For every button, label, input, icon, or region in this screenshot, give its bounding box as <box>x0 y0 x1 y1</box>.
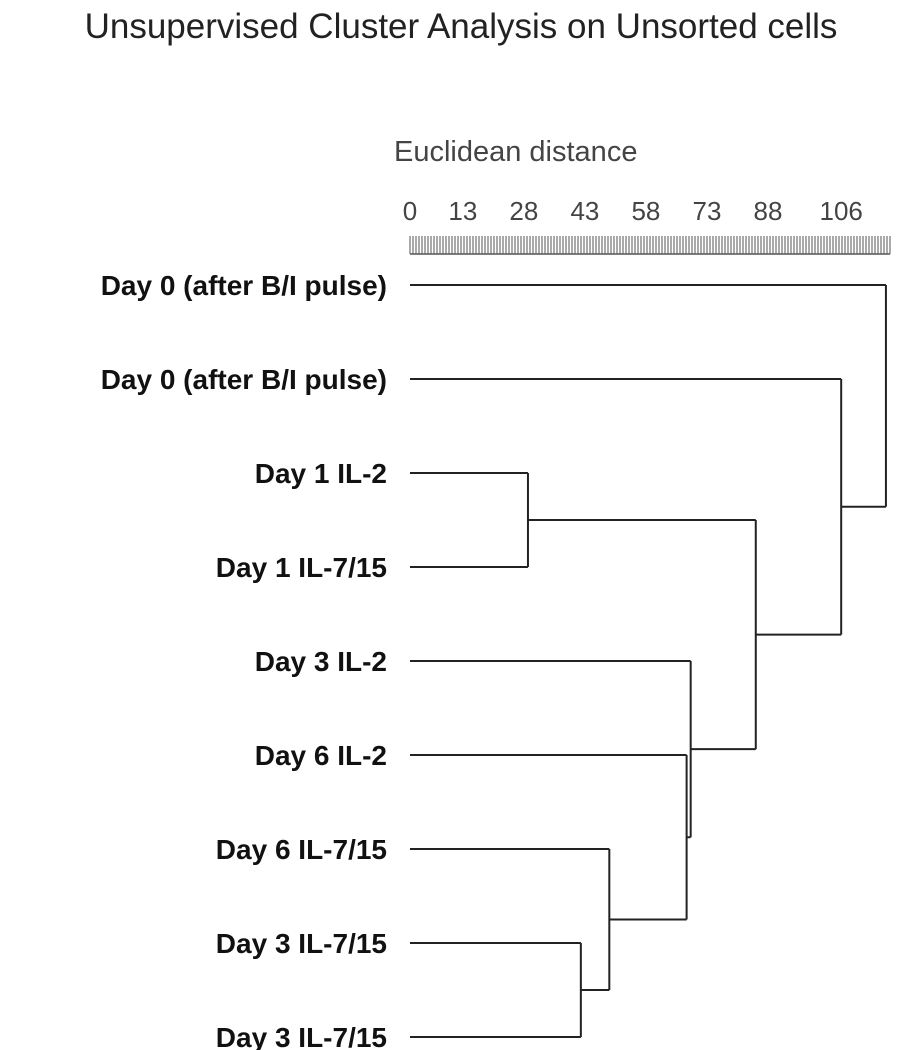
leaf-label-1: Day 0 (after B/I pulse) <box>101 364 387 395</box>
distance-ruler <box>409 236 891 255</box>
tick-label-6: 88 <box>754 196 783 226</box>
chart-title: Unsupervised Cluster Analysis on Unsorte… <box>85 7 838 46</box>
tick-label-1: 13 <box>448 196 477 226</box>
leaf-label-4: Day 3 IL-2 <box>255 646 387 677</box>
tick-label-5: 73 <box>692 196 721 226</box>
leaf-label-5: Day 6 IL-2 <box>255 740 387 771</box>
tick-label-0: 0 <box>403 196 417 226</box>
axis-tick-labels: 0 13 28 43 58 73 88 106 <box>403 196 863 226</box>
tick-label-4: 58 <box>631 196 660 226</box>
leaf-label-0: Day 0 (after B/I pulse) <box>101 270 387 301</box>
leaf-label-3: Day 1 IL-7/15 <box>216 552 387 583</box>
leaf-label-7: Day 3 IL-7/15 <box>216 928 387 959</box>
tick-label-7: 106 <box>819 196 862 226</box>
leaf-label-2: Day 1 IL-2 <box>255 458 387 489</box>
tick-label-3: 43 <box>570 196 599 226</box>
dendrogram-branches <box>410 284 887 1038</box>
axis-title: Euclidean distance <box>394 136 637 168</box>
leaf-label-8: Day 3 IL-7/15 <box>216 1022 387 1050</box>
tick-label-2: 28 <box>509 196 538 226</box>
leaf-labels: Day 0 (after B/I pulse) Day 0 (after B/I … <box>101 270 387 1050</box>
leaf-label-6: Day 6 IL-7/15 <box>216 834 387 865</box>
